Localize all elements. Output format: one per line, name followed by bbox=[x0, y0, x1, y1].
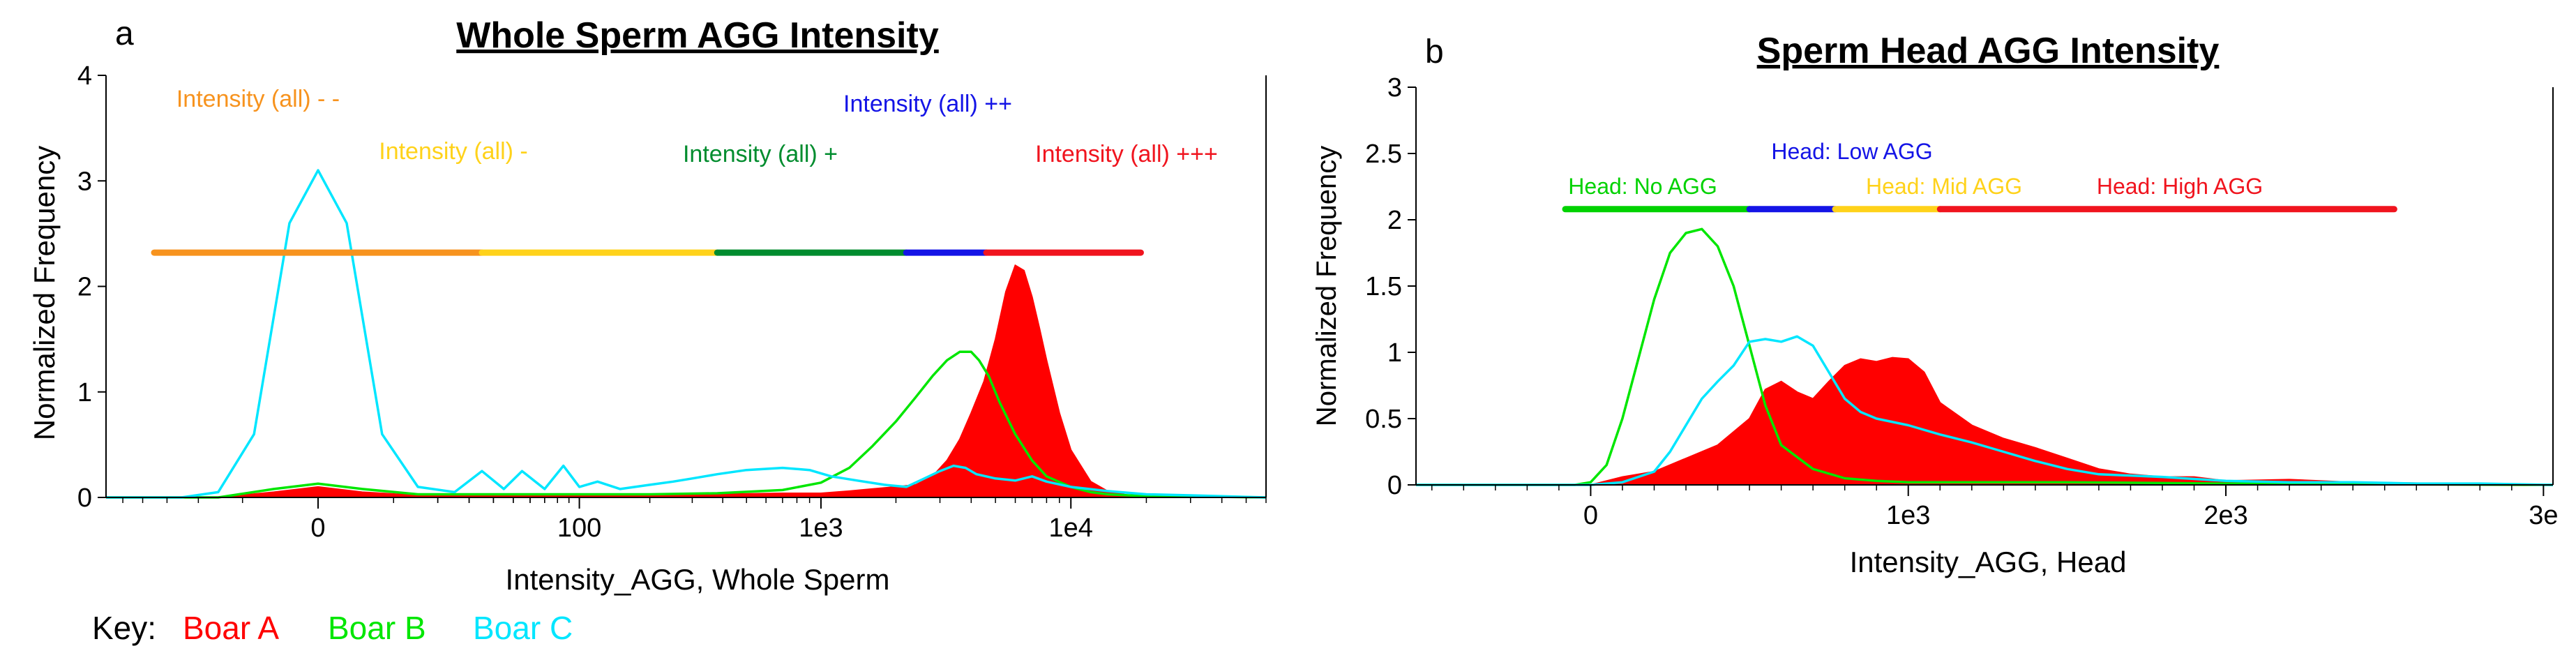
panel-a-gate-label-intensity-all: Intensity (all) - - bbox=[176, 86, 340, 112]
panel-a-x-tick-label: 1e4 bbox=[1049, 513, 1093, 543]
panel-a-y-tick-label: 2 bbox=[77, 273, 92, 302]
panel-a-x-tick-label: 0 bbox=[310, 513, 325, 543]
panel-b-x-tick-label: 3e bbox=[2529, 501, 2558, 530]
panel-a-series-boar-b bbox=[106, 350, 1267, 499]
panel-b-series-boar-b bbox=[1416, 227, 2554, 486]
panel-a-title: Whole Sperm AGG Intensity bbox=[456, 15, 939, 56]
panel-b-plot-area: Head: No AGG Head: Low AGG Head: Mid AGG He… bbox=[1365, 73, 2558, 530]
panel-b-y-tick-label: 0.5 bbox=[1365, 405, 1402, 434]
key-boar-b: Boar B bbox=[328, 610, 426, 646]
panel-b-y-tick-label: 2 bbox=[1387, 206, 1402, 235]
panel-b-y-tick-label: 2.5 bbox=[1365, 140, 1402, 169]
panel-a-x-tick-label: 1e3 bbox=[799, 513, 843, 543]
panel-b-gate-label-head-no-agg: Head: No AGG bbox=[1568, 174, 1717, 199]
panel-b-x-tick-label: 1e3 bbox=[1886, 501, 1930, 530]
panel-b-gate-label-head-low-agg: Head: Low AGG bbox=[1771, 139, 1932, 164]
key-prefix: Key: bbox=[92, 610, 156, 646]
panel-a-x-tick-label: 100 bbox=[557, 513, 601, 543]
panel-a-whole-sperm: a Whole Sperm AGG Intensity Intensity_AG… bbox=[28, 15, 1267, 596]
panel-b-series-boar-a bbox=[1416, 357, 2554, 486]
panel-b-y-tick-label: 3 bbox=[1387, 73, 1402, 103]
panel-b-gate-label-head-high-agg: Head: High AGG bbox=[2097, 174, 2263, 199]
panel-a-gate-label-intensity-all: Intensity (all) + bbox=[683, 141, 838, 167]
panel-a-y-tick-label: 0 bbox=[77, 483, 92, 513]
panel-b-x-tick-label: 0 bbox=[1583, 501, 1598, 530]
key-boar-a: Boar A bbox=[183, 610, 279, 646]
panel-b-x-tick-label: 2e3 bbox=[2204, 501, 2247, 530]
panel-a-gate-label-intensity-all: Intensity (all) +++ bbox=[1035, 141, 1218, 167]
panel-b-y-tick-label: 1 bbox=[1387, 338, 1402, 368]
panel-a-series-boar-c bbox=[106, 169, 1267, 499]
panel-b-gate-label-head-mid-agg: Head: Mid AGG bbox=[1866, 174, 2022, 199]
panel-a-background bbox=[106, 75, 1266, 497]
panel-b-y-tick-label: 1.5 bbox=[1365, 272, 1402, 301]
panel-a-gate-label-intensity-all: Intensity (all) - bbox=[379, 138, 528, 165]
panel-a-label: a bbox=[115, 15, 134, 52]
panel-b-y-tick-label: 0 bbox=[1387, 471, 1402, 500]
panel-a-y-tick-label: 4 bbox=[77, 61, 92, 91]
panel-a-y-tick-label: 1 bbox=[77, 378, 92, 407]
panel-b-y-axis-label: Normalized Frequency bbox=[1311, 146, 1342, 426]
panel-b-x-axis-label: Intensity_AGG, Head bbox=[1850, 546, 2127, 578]
panel-b-title: Sperm Head AGG Intensity bbox=[1757, 31, 2220, 71]
panel-a-plot-area: Intensity (all) - - Intensity (all) - Inte… bbox=[77, 61, 1267, 543]
key-legend: Key: Boar A Boar B Boar C bbox=[92, 610, 573, 646]
panel-a-y-tick-label: 3 bbox=[77, 167, 92, 196]
panel-a-y-axis-label: Normalized Frequency bbox=[28, 146, 61, 441]
panel-b-label: b bbox=[1425, 33, 1444, 70]
panel-a-x-axis-label: Intensity_AGG, Whole Sperm bbox=[506, 563, 890, 596]
panel-a-gate-label-intensity-all: Intensity (all) ++ bbox=[843, 91, 1012, 117]
key-boar-c: Boar C bbox=[473, 610, 573, 646]
panel-b-sperm-head: b Sperm Head AGG Intensity Intensity_AGG… bbox=[1311, 31, 2558, 578]
panel-b-background bbox=[1416, 87, 2553, 485]
panel-b-series-boar-c bbox=[1416, 335, 2554, 486]
